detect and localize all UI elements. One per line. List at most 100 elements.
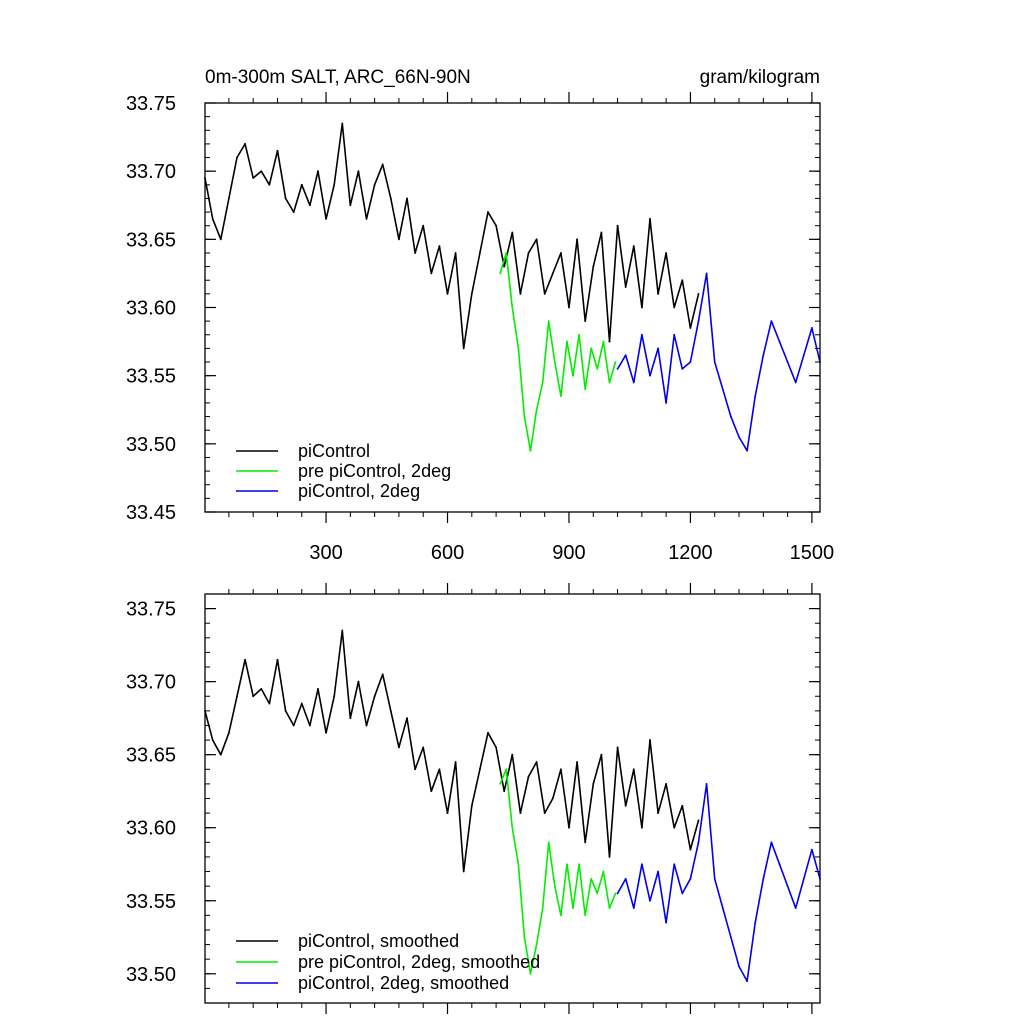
data-point: [578, 863, 581, 866]
data-point: [640, 333, 643, 336]
data-point: [584, 914, 587, 917]
data-point: [535, 761, 538, 763]
data-point: [535, 408, 538, 411]
data-point: [608, 381, 611, 384]
data-point: [632, 907, 635, 909]
data-point: [529, 972, 532, 975]
data-point: [300, 183, 303, 186]
data-point: [786, 885, 789, 888]
data-point: [614, 361, 617, 363]
data-point: [349, 204, 352, 207]
data-point: [632, 245, 635, 248]
data-point: [268, 183, 271, 186]
data-point: [446, 292, 449, 295]
data-point: [219, 238, 222, 241]
data-point: [381, 673, 384, 676]
data-point: [541, 907, 544, 909]
data-point: [227, 197, 230, 200]
data-point: [640, 863, 643, 866]
data-point: [572, 907, 574, 909]
legend-label: piControl, 2deg, smoothed: [298, 973, 509, 993]
series-line-2: [616, 272, 821, 452]
data-point: [505, 252, 508, 254]
data-point: [811, 327, 813, 329]
data-point: [211, 739, 214, 741]
data-point: [260, 688, 263, 690]
series-line-1: [499, 252, 617, 452]
data-point: [398, 746, 400, 749]
data-point: [738, 436, 740, 438]
x-tick-label: 1500: [790, 542, 835, 564]
data-point: [572, 374, 574, 377]
data-point: [559, 768, 562, 771]
data-point: [414, 252, 417, 254]
y-tick-label: 33.50: [126, 964, 176, 986]
data-point: [770, 320, 773, 323]
data-point: [365, 724, 368, 727]
y-tick-label: 33.50: [126, 434, 176, 456]
data-point: [649, 217, 651, 220]
data-point: [219, 753, 222, 756]
data-point: [373, 695, 376, 698]
data-point: [649, 899, 651, 902]
data-point: [614, 892, 617, 895]
data-point: [697, 292, 700, 295]
data-point: [632, 768, 635, 771]
data-point: [665, 782, 668, 785]
data-point: [721, 907, 724, 909]
data-point: [568, 826, 570, 829]
y-tick-label: 33.70: [126, 161, 176, 183]
data-point: [778, 340, 781, 343]
data-point: [705, 782, 708, 785]
data-point: [276, 658, 279, 661]
data-point: [566, 340, 568, 343]
data-point: [406, 197, 408, 200]
data-point: [640, 306, 643, 309]
data-point: [505, 768, 508, 771]
data-point: [602, 870, 605, 873]
data-point: [349, 717, 352, 720]
data-point: [681, 279, 684, 282]
data-point: [308, 204, 311, 207]
data-point: [430, 790, 433, 793]
data-point: [292, 724, 295, 727]
data-point: [553, 885, 556, 888]
data-point: [317, 688, 319, 690]
data-point: [454, 252, 457, 254]
data-point: [616, 892, 619, 895]
data-point: [284, 709, 287, 712]
data-point: [584, 388, 587, 391]
panel-raw: 0m-300m SALT, ARC_66N-90N gram/kilogram …: [126, 67, 834, 564]
data-point: [762, 877, 765, 880]
data-point: [608, 340, 611, 343]
data-point: [325, 731, 327, 734]
data-point: [523, 936, 526, 939]
data-point: [657, 870, 659, 873]
series-layer: [204, 629, 821, 982]
data-point: [713, 361, 716, 363]
data-point: [590, 347, 593, 350]
data-point: [523, 415, 526, 418]
data-point: [608, 907, 611, 909]
data-point: [260, 170, 263, 173]
data-point: [527, 252, 530, 254]
data-point: [657, 347, 659, 350]
series-line-0: [204, 629, 700, 873]
data-point: [730, 415, 732, 418]
data-point: [592, 782, 595, 785]
legend-label: pre piControl, 2deg: [298, 461, 451, 481]
data-point: [495, 746, 498, 749]
data-point: [632, 381, 635, 384]
x-tick-label: 600: [431, 542, 464, 564]
data-point: [590, 877, 593, 880]
data-point: [511, 753, 514, 756]
data-point: [770, 841, 773, 844]
data-point: [535, 943, 538, 946]
data-point: [754, 395, 757, 398]
data-point: [592, 265, 595, 268]
data-point: [470, 292, 473, 295]
data-point: [576, 238, 578, 241]
data-point: [547, 841, 550, 844]
data-point: [438, 245, 441, 248]
data-point: [566, 863, 568, 866]
